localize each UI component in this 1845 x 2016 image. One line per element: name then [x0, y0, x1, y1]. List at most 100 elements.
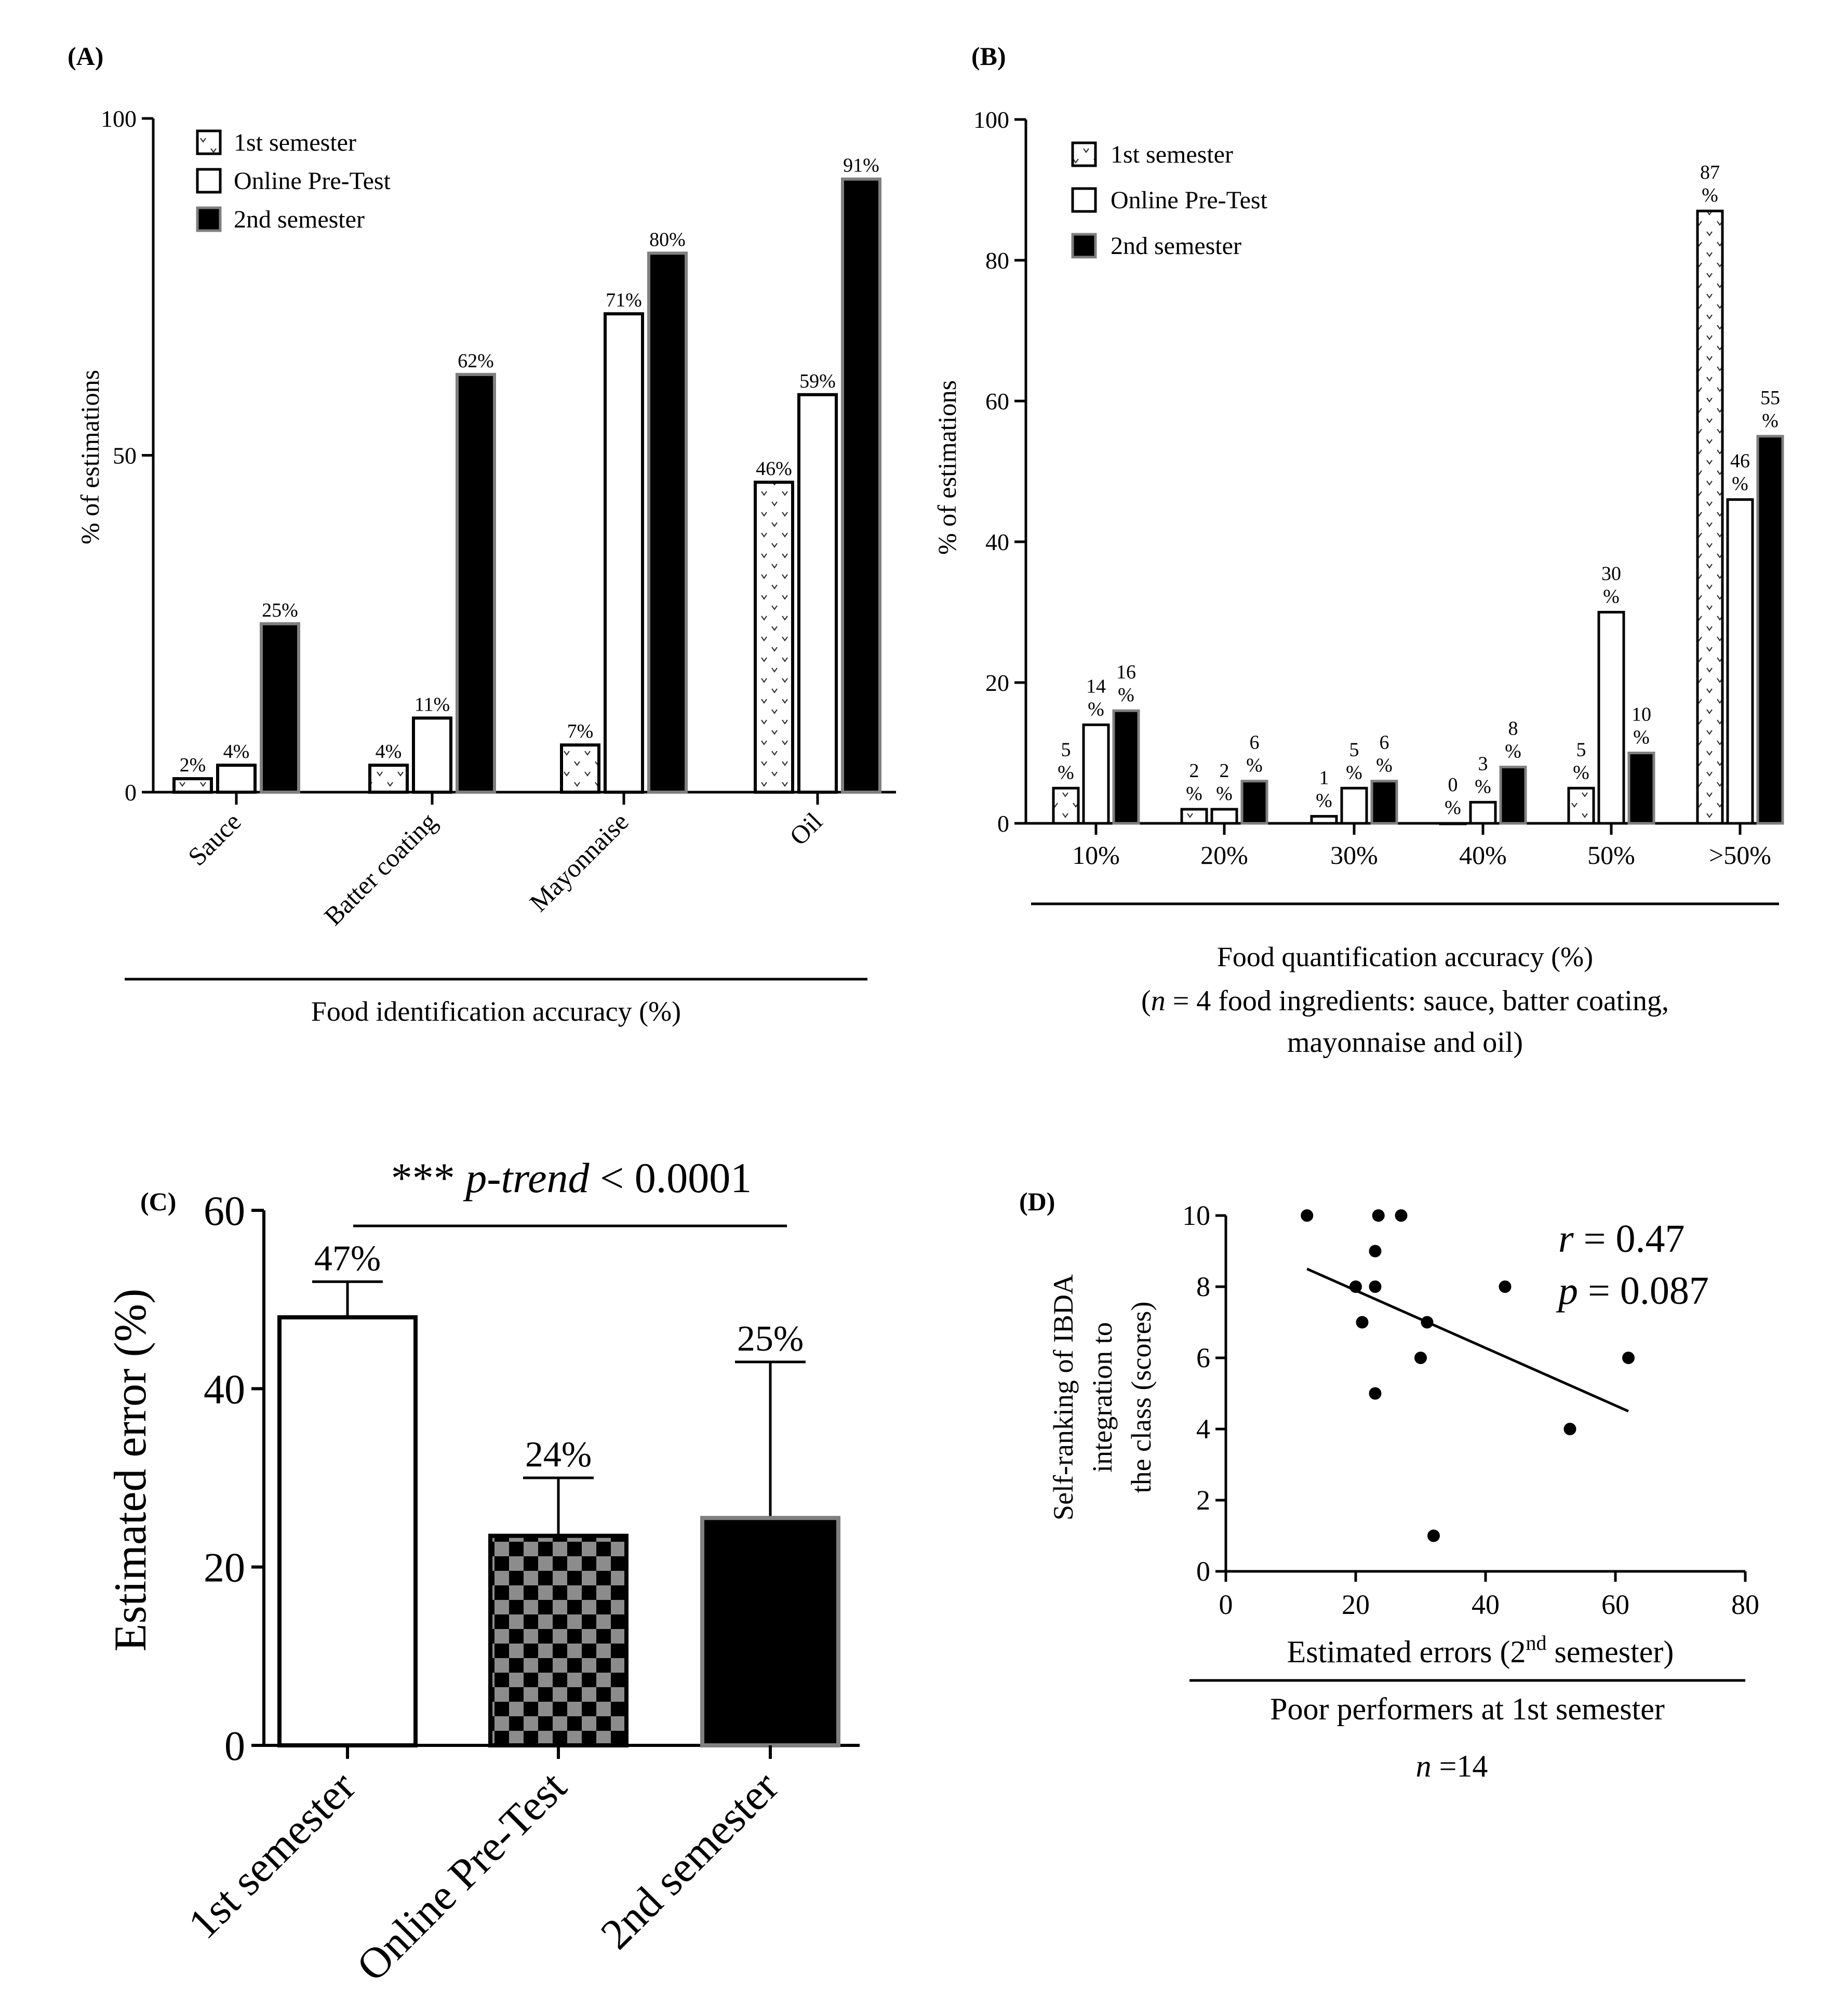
- panel-b-bar-value-unit: %: [1058, 762, 1074, 783]
- panel-a-bar: [456, 372, 496, 794]
- panel-b-bar-value-unit: %: [1088, 698, 1104, 720]
- panel-b-y-tick-label: 80: [985, 247, 1009, 274]
- panel-d-scatter-point: [1395, 1209, 1408, 1222]
- panel-b-legend-swatch: [1071, 141, 1097, 167]
- panel-b-bar-value-unit: %: [1732, 473, 1748, 495]
- panel-a-y-axis-label: % of estimations: [75, 370, 104, 544]
- panel-b-bar-value-label: 2: [1220, 760, 1229, 782]
- panel-b-x-axis-label: Food quantification accuracy (%): [1217, 941, 1593, 972]
- panel-b-legend-swatch: [1071, 233, 1097, 259]
- panel-b-bar-value-label: 87: [1700, 162, 1720, 183]
- panel-b-bar-value-label: 5: [1349, 739, 1359, 760]
- panel-c-trend-annotation: *** p-trend < 0.0001: [391, 1154, 752, 1201]
- panel-b-bar-value-unit: %: [1475, 776, 1491, 797]
- panel-d-y-tick-label: 0: [1196, 1556, 1210, 1587]
- panel-b-bar-value-label: 8: [1508, 718, 1518, 740]
- panel-b-bar-value-unit: %: [1702, 184, 1718, 206]
- panel-d-subtitle: Poor performers at 1st semester: [1270, 1692, 1665, 1726]
- panel-d-scatter-point: [1369, 1280, 1382, 1293]
- panel-a-x-tick-label: Batter coating: [318, 807, 443, 931]
- panel-d: (D) 0 2 4 6 8 10 0 20 40 60 80 Self-ranking of IB…: [1019, 1187, 1759, 1783]
- panel-b-legend: 1st semester Online Pre-Test 2nd semester: [1071, 141, 1268, 260]
- panel-d-stat-r: r = 0.47: [1558, 1217, 1684, 1261]
- panel-c-x-tick-label: 1st semester: [179, 1763, 365, 1948]
- panel-d-scatter-point: [1369, 1387, 1382, 1400]
- panel-a-y-tick-label: 50: [113, 443, 137, 469]
- panel-b-y-tick-label: 0: [997, 810, 1009, 837]
- panel-d-x-tick-label: 80: [1731, 1589, 1759, 1620]
- panel-a-bar-value-label: 4%: [376, 741, 402, 763]
- panel-a-bar-value-label: 4%: [223, 741, 250, 763]
- panel-d-scatter-point: [1622, 1352, 1635, 1364]
- panel-b-bar-value-unit: %: [1246, 755, 1263, 777]
- panel-b-bar-value-label: 46: [1730, 450, 1750, 472]
- panel-b-bar: [1439, 822, 1467, 825]
- panel-a-x-tick-label: Sauce: [182, 807, 247, 871]
- panel-b-bar: [1370, 780, 1398, 825]
- panel-b-bar: [1627, 752, 1655, 825]
- panel-d-scatter-point: [1499, 1280, 1512, 1293]
- panel-a-bar-value-label: 59%: [799, 370, 836, 392]
- panel-d-scatter-point: [1372, 1209, 1385, 1222]
- panel-b-x-tick-label: 30%: [1330, 840, 1378, 870]
- panel-d-stat-p: p = 0.087: [1556, 1269, 1709, 1313]
- panel-b-bar-value-label: 5: [1576, 739, 1586, 760]
- panel-b-bar-value-unit: %: [1186, 783, 1202, 805]
- panel-a-bar: [754, 480, 794, 794]
- panel-a-legend-label: Online Pre-Test: [234, 167, 391, 195]
- panel-d-scatter-point: [1369, 1245, 1382, 1258]
- panel-d-scatter-point: [1301, 1209, 1314, 1222]
- panel-b-bar-value-unit: %: [1216, 783, 1233, 805]
- panel-a-bar: [560, 743, 600, 794]
- panel-d-y-tick-label: 2: [1196, 1485, 1210, 1516]
- panel-b-bar-value-unit: %: [1346, 762, 1362, 783]
- panel-d-x-tick-label: 20: [1342, 1589, 1370, 1620]
- panel-b-bar: [1240, 780, 1268, 825]
- panel-b-bar-value-unit: %: [1118, 684, 1134, 706]
- panel-c-x-tick-label: Online Pre-Test: [347, 1763, 576, 1991]
- panel-d-scatter-point: [1414, 1352, 1427, 1364]
- panel-b-bar-value-label: 14: [1086, 675, 1106, 697]
- panel-c-y-tick-label: 0: [224, 1724, 245, 1769]
- panel-b-bar: [1310, 815, 1338, 825]
- panel-a-legend-swatch: [196, 206, 222, 232]
- panel-b-label: (B): [971, 42, 1006, 71]
- panel-b-bar: [1726, 498, 1754, 825]
- panel-d-x-axis-label: Estimated errors (2nd semester): [1287, 1631, 1674, 1669]
- panel-d-y-tick-label: 4: [1196, 1413, 1210, 1445]
- panel-b-bar: [1340, 786, 1368, 825]
- panel-a-bar: [604, 312, 644, 794]
- panel-b-bar-value-unit: %: [1762, 410, 1779, 432]
- panel-a-legend: 1st semester Online Pre-Test 2nd semester: [196, 129, 391, 233]
- panel-c-bar-value-label: 24%: [525, 1435, 592, 1475]
- panel-d-regression-line: [1306, 1267, 1629, 1413]
- panel-d-scatter-point: [1356, 1316, 1369, 1329]
- panel-b-bar-value-unit: %: [1445, 797, 1461, 819]
- panel-b-bar-value-unit: %: [1505, 741, 1521, 763]
- panel-b-legend-label: 1st semester: [1111, 141, 1233, 168]
- panel-b-y-tick-label: 60: [985, 388, 1009, 415]
- panel-b-x-tick-label: 50%: [1587, 840, 1635, 870]
- panel-b-bar-value-label: 6: [1380, 732, 1389, 754]
- panel-c-y-axis-label: Estimated error (%): [105, 1289, 156, 1652]
- panel-a-y-tick-label: 100: [101, 105, 137, 132]
- panel-d-y-axis-label-line3: the class (scores): [1126, 1302, 1157, 1493]
- panel-b-bar-value-label: 55: [1760, 387, 1780, 409]
- panel-b-bar-value-label: 5: [1061, 739, 1071, 760]
- panel-d-x-tick-label: 0: [1219, 1589, 1233, 1620]
- panel-d-scatter-point: [1563, 1423, 1576, 1435]
- panel-a-bar-value-label: 25%: [262, 599, 298, 621]
- panel-a-bar-value-label: 71%: [606, 289, 642, 311]
- panel-b-note-line1: (n = 4 food ingredients: sauce, batter c…: [1141, 985, 1669, 1017]
- panel-a-legend-swatch: [196, 168, 222, 194]
- panel-a-bar: [260, 622, 300, 794]
- panel-d-y-tick-label: 6: [1196, 1342, 1210, 1373]
- panel-c-y-tick-label: 60: [204, 1189, 245, 1234]
- panel-d-label: (D): [1019, 1187, 1055, 1216]
- panel-c-bar-value-label: 25%: [737, 1319, 804, 1359]
- panel-b-bar-value-label: 30: [1601, 563, 1621, 585]
- panel-b-note-line2: mayonnaise and oil): [1287, 1026, 1523, 1059]
- panel-b-y-tick-label: 20: [985, 670, 1009, 696]
- panel-b-y-axis-label: % of estimations: [932, 380, 961, 555]
